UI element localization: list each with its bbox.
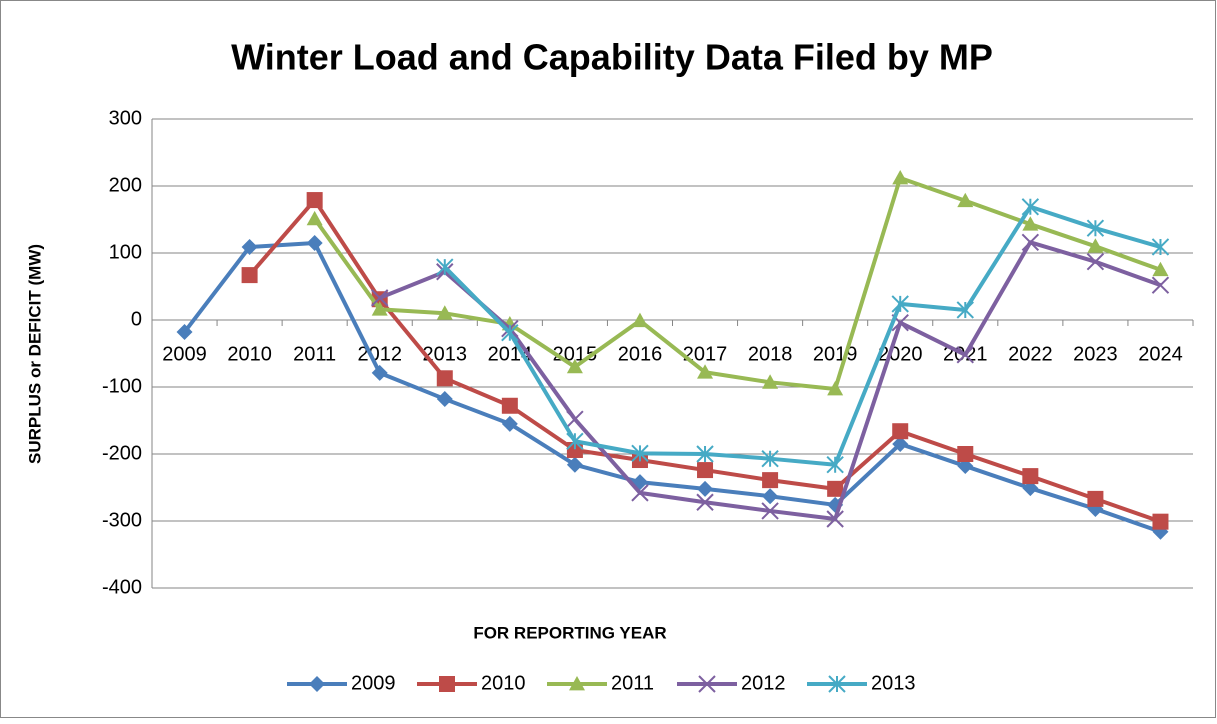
marker <box>956 301 974 319</box>
marker <box>1021 198 1040 216</box>
marker <box>501 324 519 342</box>
legend-label: 2010 <box>481 672 526 694</box>
marker <box>566 456 583 473</box>
legend-marker <box>569 676 585 691</box>
x-tick-label: 2016 <box>618 343 663 365</box>
marker <box>501 415 518 432</box>
series-line <box>182 240 1162 534</box>
marker <box>176 324 193 341</box>
x-tick-label: 2013 <box>423 343 468 365</box>
marker <box>826 510 844 528</box>
y-tick-label: 200 <box>109 174 142 196</box>
marker <box>696 493 714 511</box>
x-tick-label: 2017 <box>683 343 728 365</box>
x-tick-label: 2009 <box>162 343 207 365</box>
marker <box>1022 480 1039 497</box>
marker <box>1151 276 1170 294</box>
marker <box>306 192 323 209</box>
marker <box>1087 238 1104 253</box>
marker <box>631 484 649 502</box>
marker <box>306 210 323 226</box>
marker <box>436 370 453 387</box>
marker <box>631 444 649 463</box>
legend-label: 2012 <box>741 672 786 694</box>
marker <box>1022 216 1039 231</box>
marker <box>436 305 453 320</box>
y-tick-label: -100 <box>102 375 142 397</box>
marker <box>1086 253 1105 271</box>
marker <box>436 391 453 408</box>
marker <box>501 397 518 414</box>
marker <box>241 238 258 255</box>
x-tick-label: 2019 <box>813 343 858 365</box>
legend-label: 2013 <box>871 672 916 694</box>
marker <box>1087 490 1104 507</box>
y-tick-label: -300 <box>102 509 142 531</box>
marker <box>892 169 909 185</box>
marker <box>761 502 779 520</box>
marker <box>1086 219 1105 237</box>
marker <box>566 432 584 450</box>
marker <box>957 446 974 462</box>
marker <box>762 488 779 505</box>
marker <box>436 258 454 276</box>
marker <box>1022 468 1039 485</box>
marker <box>957 192 974 208</box>
x-tick-label: 2018 <box>748 343 793 365</box>
marker <box>1152 261 1169 277</box>
marker <box>761 449 779 468</box>
y-tick-label: -200 <box>102 442 142 464</box>
y-tick-label: -400 <box>102 576 142 598</box>
chart-title: Winter Load and Capability Data Filed by… <box>231 37 993 78</box>
legend-label: 2009 <box>351 672 396 694</box>
series-line <box>443 204 1162 467</box>
marker <box>566 358 583 374</box>
legend-label: 2011 <box>611 672 654 694</box>
x-tick-label: 2024 <box>1138 343 1183 365</box>
y-tick-label: 300 <box>109 107 142 129</box>
marker <box>696 445 714 463</box>
marker <box>697 364 714 379</box>
legend-marker <box>439 676 455 692</box>
marker <box>892 435 909 452</box>
marker <box>1152 513 1169 530</box>
marker <box>1021 233 1040 251</box>
marker <box>827 480 844 497</box>
y-tick-label: 0 <box>131 308 142 330</box>
marker <box>566 410 584 428</box>
x-tick-label: 2012 <box>357 343 402 365</box>
marker <box>371 301 388 316</box>
marker <box>892 423 909 440</box>
marker <box>762 472 779 489</box>
x-tick-label: 2011 <box>293 343 336 365</box>
marker <box>762 374 779 389</box>
marker <box>306 234 323 251</box>
marker <box>631 312 648 328</box>
marker <box>697 462 714 479</box>
y-tick-label: 100 <box>109 241 142 263</box>
x-axis-title: FOR REPORTING YEAR <box>473 623 666 642</box>
x-tick-label: 2022 <box>1008 343 1053 365</box>
marker <box>956 346 974 364</box>
marker <box>826 456 844 474</box>
marker <box>957 458 974 475</box>
marker <box>827 381 844 396</box>
marker <box>371 289 389 307</box>
marker <box>241 267 258 284</box>
x-tick-label: 2010 <box>227 343 272 365</box>
marker <box>1151 238 1170 256</box>
x-tick-label: 2023 <box>1073 343 1118 365</box>
legend-marker <box>698 675 716 693</box>
y-axis-title: SURPLUS or DEFICIT (MW) <box>25 244 44 464</box>
marker <box>697 480 714 497</box>
marker <box>371 364 388 381</box>
legend-marker <box>309 676 325 692</box>
marker <box>891 295 909 313</box>
legend-marker <box>828 675 846 693</box>
